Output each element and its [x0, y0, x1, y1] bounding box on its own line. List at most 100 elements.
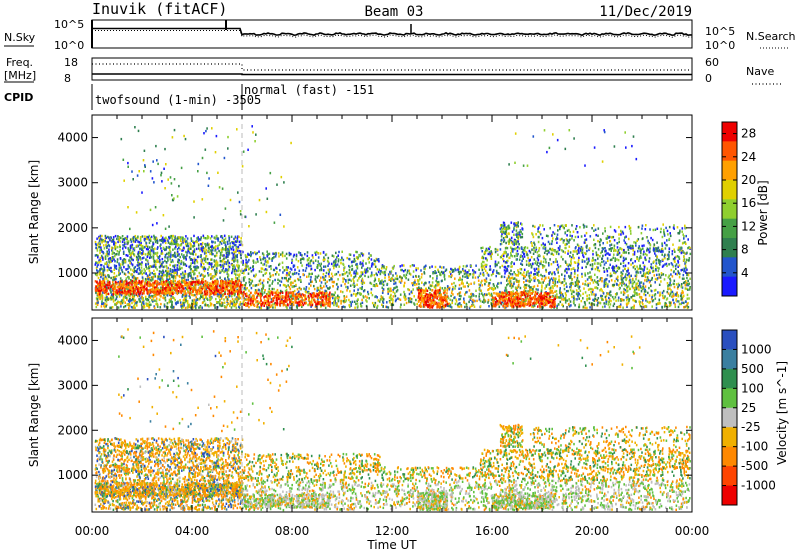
- echo-cell: [292, 297, 294, 300]
- echo-cell: [95, 305, 98, 309]
- echo-cell: [286, 303, 289, 306]
- echo-cell: [129, 299, 132, 302]
- echo-cell: [119, 240, 121, 243]
- echo-cell: [136, 256, 139, 259]
- echo-cell: [168, 287, 171, 290]
- echo-cell: [136, 267, 139, 271]
- echo-cell: [227, 274, 230, 277]
- echo-cell: [127, 290, 130, 293]
- echo-cell: [183, 274, 186, 277]
- echo-cell: [306, 251, 309, 254]
- echo-cell: [141, 269, 143, 272]
- echo-cell: [274, 306, 276, 309]
- echo-cell: [307, 262, 310, 265]
- echo-cell: [194, 293, 196, 297]
- echo-cell: [351, 268, 353, 271]
- echo-cell: [147, 298, 150, 302]
- echo-cell: [176, 240, 178, 243]
- echo-cell: [195, 269, 198, 272]
- echo-cell: [418, 286, 420, 289]
- echo-cell: [174, 289, 177, 292]
- echo-cell: [267, 293, 270, 297]
- echo-cell: [459, 291, 462, 294]
- echo-cell: [113, 268, 115, 271]
- echo-cell: [154, 272, 157, 276]
- echo-cell: [343, 266, 346, 269]
- echo-cell: [213, 269, 216, 272]
- echo-cell: [357, 298, 359, 301]
- echo-cell: [349, 253, 352, 256]
- echo-cell: [158, 265, 161, 269]
- echo-cell: [391, 277, 394, 281]
- echo-cell: [156, 302, 158, 306]
- echo-cell: [156, 290, 159, 293]
- echo-cell: [401, 264, 403, 267]
- cpid-label: CPID: [4, 91, 33, 104]
- echo-cell: [468, 289, 471, 292]
- echo-cell: [324, 278, 326, 282]
- echo-cell: [101, 272, 103, 275]
- echo-cell: [214, 272, 217, 275]
- echo-cell: [366, 266, 369, 270]
- echo-cell: [139, 288, 141, 291]
- echo-cell: [275, 251, 277, 255]
- echo-cell: [220, 301, 223, 304]
- echo-cell: [203, 298, 205, 301]
- echo-cell: [430, 295, 432, 298]
- echo-cell: [147, 236, 149, 239]
- echo-cell: [287, 284, 289, 287]
- echo-cell: [263, 299, 266, 302]
- echo-cell: [367, 257, 370, 261]
- echo-cell: [238, 290, 241, 293]
- echo-cell: [118, 236, 121, 239]
- echo-cell: [309, 260, 312, 263]
- echo-cell: [337, 296, 339, 300]
- echo-cell: [455, 298, 457, 301]
- echo-cell: [357, 257, 359, 261]
- echo-cell: [356, 262, 358, 266]
- echo-cell: [179, 301, 182, 304]
- echo-cell: [102, 251, 104, 254]
- echo-cell: [140, 280, 142, 283]
- echo-cell: [245, 304, 247, 307]
- echo-cell: [227, 264, 230, 267]
- echo-cell: [269, 275, 272, 278]
- echo-cell: [131, 279, 134, 283]
- echo-cell: [326, 280, 328, 283]
- echo-cell: [220, 260, 223, 263]
- echo-cell: [307, 292, 310, 295]
- echo-cell: [186, 300, 189, 303]
- echo-cell: [126, 267, 129, 271]
- echo-cell: [295, 258, 298, 261]
- echo-cell: [251, 297, 254, 301]
- echo-cell: [267, 300, 269, 303]
- echo-cell: [133, 303, 136, 306]
- echo-cell: [224, 286, 227, 289]
- echo-cell: [134, 270, 137, 273]
- echo-cell: [308, 287, 310, 290]
- echo-cell: [376, 306, 378, 309]
- echo-cell: [184, 297, 187, 300]
- echo-cell: [309, 262, 311, 265]
- echo-cell: [324, 306, 327, 309]
- echo-cell: [187, 284, 190, 287]
- echo-cell: [139, 237, 142, 241]
- echo-cell: [121, 268, 123, 272]
- echo-cell: [248, 299, 250, 302]
- echo-cell: [154, 275, 156, 278]
- echo-cell: [341, 273, 344, 276]
- echo-cell: [178, 267, 181, 270]
- echo-cell: [128, 271, 130, 275]
- echo-cell: [164, 240, 167, 243]
- echo-cell: [268, 302, 271, 305]
- echo-cell: [390, 289, 392, 293]
- echo-cell: [316, 302, 319, 306]
- echo-cell: [208, 294, 211, 298]
- echo-cell: [96, 273, 98, 277]
- echo-cell: [466, 276, 468, 279]
- echo-cell: [297, 260, 300, 263]
- echo-cell: [176, 273, 178, 277]
- echo-cell: [198, 286, 201, 289]
- echo-cell: [223, 301, 226, 304]
- echo-cell: [376, 258, 378, 261]
